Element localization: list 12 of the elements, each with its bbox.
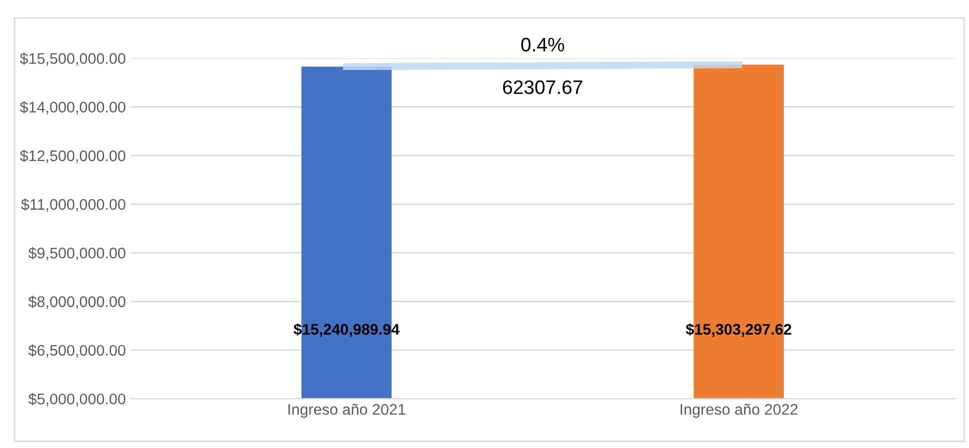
y-tick-label: $11,000,000.00 (21, 198, 126, 212)
x-tick-label: Ingreso año 2021 (288, 404, 406, 418)
y-tick-label: $15,500,000.00 (20, 52, 126, 66)
y-tick-label: $6,500,000.00 (28, 344, 126, 358)
y-tick-label: $14,000,000.00 (20, 101, 126, 114)
y-tick-label: $12,500,000.00 (20, 150, 126, 164)
y-tick-label: $5,000,000.00 (28, 392, 126, 406)
annotation: 62307.67 (503, 80, 582, 94)
text: 0.4% (521, 38, 564, 52)
y-tick-label: $8,000,000.00 (28, 296, 126, 309)
x-tick-label: Ingreso año 2022 (680, 404, 798, 418)
y-tick-label: $9,500,000.00 (28, 247, 126, 260)
